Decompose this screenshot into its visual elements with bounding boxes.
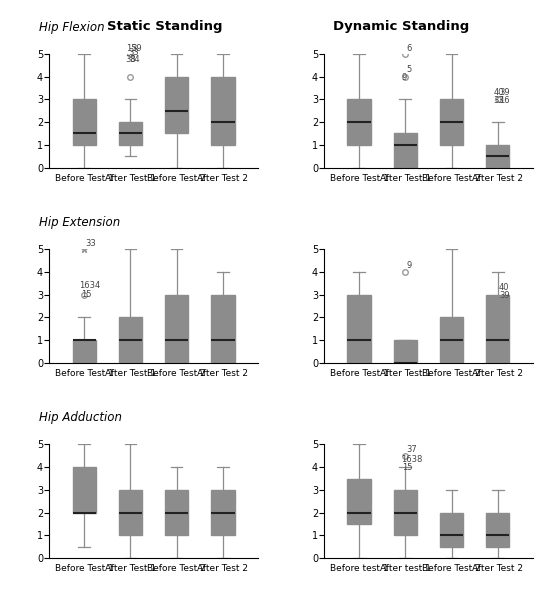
PathPatch shape [394, 133, 417, 167]
PathPatch shape [211, 295, 234, 363]
PathPatch shape [440, 317, 463, 363]
Text: Hip Extension: Hip Extension [39, 216, 120, 229]
Text: 34: 34 [130, 55, 141, 64]
PathPatch shape [486, 145, 509, 167]
PathPatch shape [394, 490, 417, 535]
Text: 1638: 1638 [401, 455, 422, 464]
PathPatch shape [348, 295, 371, 363]
Text: 40: 40 [499, 283, 509, 292]
Text: 39: 39 [499, 88, 509, 97]
Text: 5: 5 [406, 65, 412, 74]
Text: 16: 16 [499, 96, 509, 105]
PathPatch shape [486, 512, 509, 547]
PathPatch shape [348, 100, 371, 145]
Text: 39: 39 [132, 44, 142, 53]
Text: 9: 9 [406, 260, 412, 269]
PathPatch shape [211, 490, 234, 535]
Text: 39: 39 [499, 292, 509, 301]
Text: 15: 15 [126, 44, 136, 53]
PathPatch shape [486, 295, 509, 363]
PathPatch shape [165, 490, 188, 535]
Text: 15: 15 [402, 463, 413, 472]
PathPatch shape [211, 77, 234, 145]
PathPatch shape [72, 100, 96, 145]
PathPatch shape [72, 467, 96, 512]
Text: Static Standing: Static Standing [107, 20, 222, 33]
PathPatch shape [165, 77, 188, 133]
Text: 37: 37 [406, 445, 417, 454]
PathPatch shape [119, 490, 142, 535]
Text: 1634: 1634 [80, 281, 100, 290]
PathPatch shape [165, 295, 188, 363]
Text: 6: 6 [406, 44, 412, 53]
PathPatch shape [119, 317, 142, 363]
Text: 38: 38 [126, 55, 137, 64]
Text: 40: 40 [493, 88, 503, 97]
Text: Hip Adduction: Hip Adduction [39, 411, 122, 424]
Text: 33: 33 [128, 49, 139, 58]
PathPatch shape [440, 100, 463, 145]
PathPatch shape [348, 479, 371, 524]
Text: 9: 9 [402, 73, 407, 82]
Text: Hip Flexion: Hip Flexion [39, 20, 105, 34]
PathPatch shape [119, 122, 142, 145]
Text: Dynamic Standing: Dynamic Standing [333, 20, 469, 33]
Text: 33: 33 [85, 239, 96, 248]
Text: 15: 15 [81, 290, 91, 299]
Text: 33: 33 [493, 96, 504, 105]
PathPatch shape [440, 512, 463, 547]
PathPatch shape [394, 340, 417, 363]
PathPatch shape [72, 340, 96, 363]
